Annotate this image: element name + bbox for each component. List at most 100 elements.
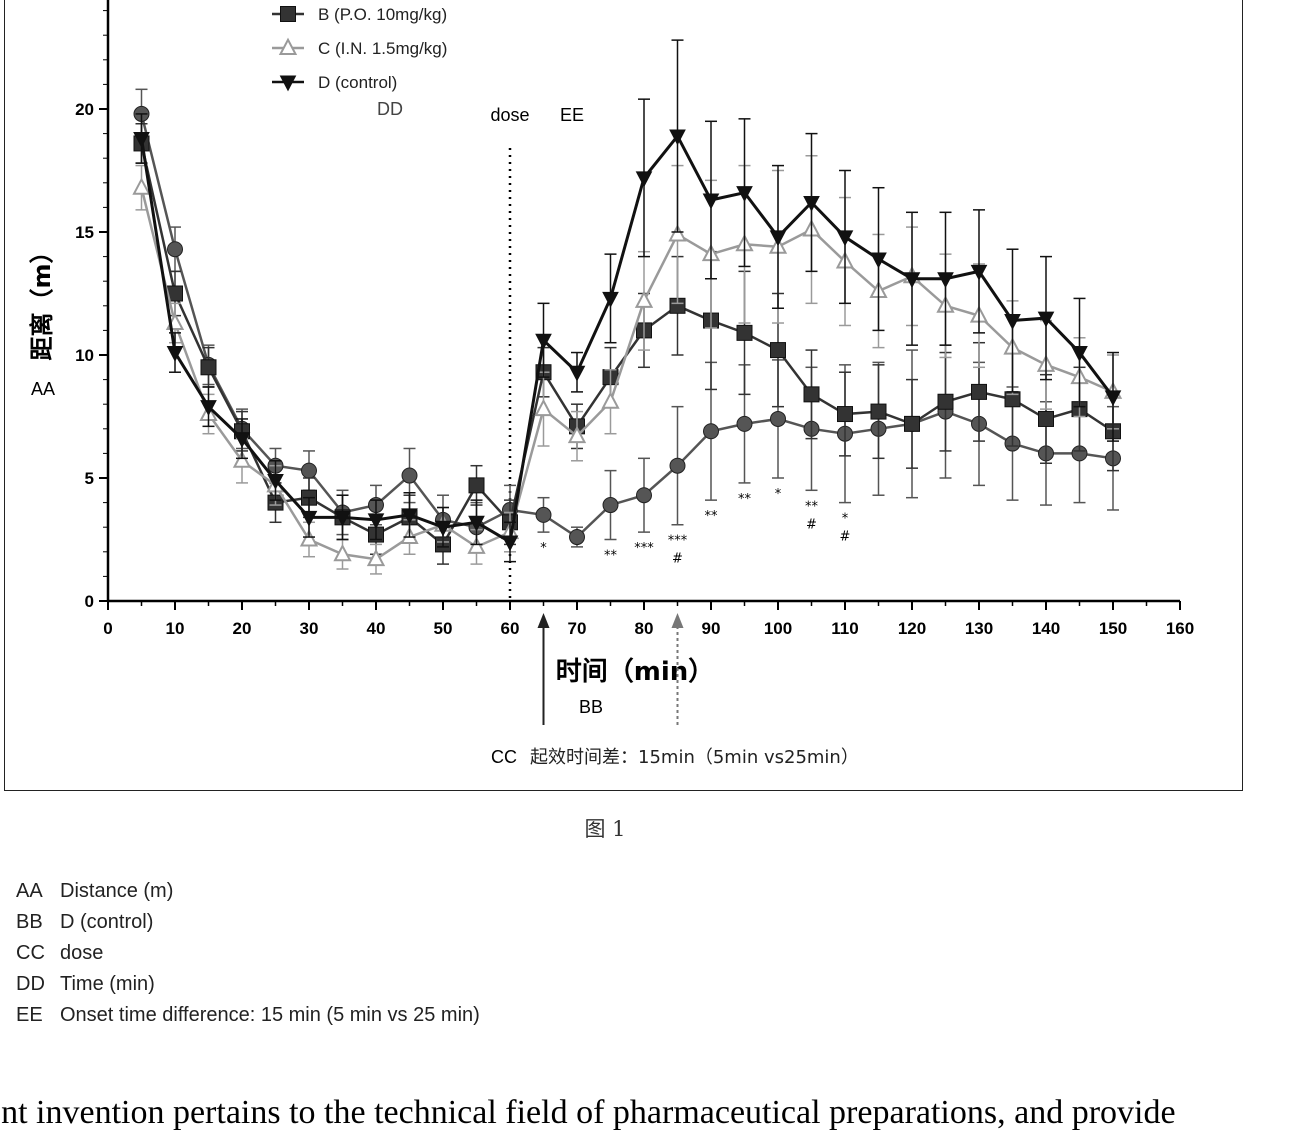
data-point bbox=[1004, 314, 1021, 330]
cc-text: 起效时间差：15min（5min vs25min） bbox=[530, 747, 859, 768]
onset-arrow-head bbox=[537, 613, 550, 628]
data-point bbox=[970, 264, 988, 281]
significance-star: * bbox=[842, 512, 849, 527]
key-code: AA bbox=[16, 880, 43, 902]
data-point bbox=[736, 415, 753, 432]
key-text: Time (min) bbox=[60, 973, 155, 995]
x-tick-label: 0 bbox=[103, 619, 112, 638]
data-point bbox=[837, 406, 853, 423]
data-point bbox=[567, 425, 587, 444]
x-tick-label: 150 bbox=[1099, 619, 1127, 638]
x-tick-label: 40 bbox=[367, 619, 386, 638]
x-axis-label: 时间（min） bbox=[556, 657, 715, 687]
data-point bbox=[601, 391, 620, 409]
data-point bbox=[233, 432, 251, 448]
data-point bbox=[401, 508, 418, 525]
legend-label: D (control) bbox=[318, 73, 397, 92]
x-tick-label: 130 bbox=[965, 619, 993, 638]
significance-star: ** bbox=[705, 509, 719, 524]
data-point bbox=[301, 462, 317, 479]
data-point bbox=[434, 520, 452, 537]
data-point bbox=[937, 393, 954, 410]
key-text: Onset time difference: 15 min (5 min vs … bbox=[60, 1004, 480, 1026]
data-point bbox=[1071, 346, 1088, 362]
data-point bbox=[232, 450, 252, 468]
significance-star: * bbox=[775, 487, 782, 502]
x-tick-label: 10 bbox=[166, 619, 185, 638]
key-row: EE Onset time difference: 15 min (5 min v… bbox=[16, 1000, 480, 1031]
x-tick-label: 60 bbox=[501, 619, 520, 638]
data-point bbox=[635, 171, 653, 188]
data-point bbox=[200, 359, 217, 376]
x-tick-label: 80 bbox=[635, 619, 654, 638]
data-point bbox=[769, 230, 787, 247]
cc-label: CC bbox=[491, 747, 517, 767]
significance-star: *** bbox=[668, 534, 688, 549]
data-point bbox=[534, 398, 553, 417]
legend-entry: C (I.N. 1.5mg/kg) bbox=[272, 37, 447, 58]
data-point bbox=[1037, 311, 1055, 328]
distance-time-chart: 0 10 20 30 40 50 60 70 80 90 100 110 120 130 140 150 160… bbox=[28, 0, 1194, 768]
significance-hash: # bbox=[806, 517, 817, 532]
aa-label: AA bbox=[31, 379, 55, 399]
significance-star: ** bbox=[738, 492, 752, 507]
data-point bbox=[401, 467, 418, 484]
data-point bbox=[602, 291, 619, 308]
bb-label: BB bbox=[579, 697, 603, 717]
key-row: DD Time (min) bbox=[16, 969, 480, 1000]
data-point bbox=[1038, 410, 1054, 427]
data-point bbox=[366, 548, 386, 567]
significance-hash: # bbox=[840, 530, 851, 545]
data-point bbox=[803, 386, 820, 403]
key-row: AA Distance (m) bbox=[16, 876, 480, 907]
x-tick-label: 70 bbox=[568, 619, 587, 638]
key-code: EE bbox=[16, 1004, 43, 1026]
data-point bbox=[770, 342, 786, 359]
dose-label: dose bbox=[490, 105, 529, 125]
key-row: CC dose bbox=[16, 938, 480, 969]
data-point bbox=[1104, 390, 1122, 407]
data-point bbox=[634, 290, 654, 308]
key-code: DD bbox=[16, 973, 45, 995]
data-point bbox=[602, 497, 619, 514]
figure-caption: 图 1 bbox=[584, 817, 626, 841]
y-tick-label: 5 bbox=[85, 469, 94, 488]
data-point bbox=[334, 510, 351, 527]
x-tick-label: 110 bbox=[831, 619, 858, 638]
y-axis-label: 距离（m） bbox=[28, 239, 56, 360]
data-point bbox=[702, 193, 720, 210]
key-text: Distance (m) bbox=[60, 880, 174, 902]
data-point bbox=[770, 410, 786, 427]
onset-arrow-head bbox=[671, 613, 684, 628]
data-point bbox=[870, 403, 887, 420]
figure-frame bbox=[4, 0, 1243, 791]
data-point bbox=[569, 529, 585, 546]
data-point bbox=[568, 365, 586, 382]
data-point bbox=[937, 272, 954, 289]
key-text: dose bbox=[60, 942, 104, 964]
data-point bbox=[333, 543, 352, 562]
data-point bbox=[736, 324, 753, 341]
data-point bbox=[501, 535, 519, 552]
x-tick-label: 100 bbox=[764, 619, 792, 638]
y-tick-label: 20 bbox=[75, 100, 94, 119]
data-point bbox=[870, 252, 887, 269]
data-point bbox=[367, 513, 385, 530]
data-point bbox=[300, 510, 318, 527]
x-tick-label: 120 bbox=[898, 619, 926, 638]
data-point bbox=[279, 75, 297, 92]
data-point bbox=[903, 272, 921, 289]
significance-star: *** bbox=[634, 541, 654, 556]
significance-star: ** bbox=[805, 499, 819, 514]
data-point bbox=[703, 423, 719, 440]
data-point bbox=[468, 515, 485, 532]
data-point bbox=[535, 506, 552, 523]
data-point bbox=[278, 37, 298, 55]
series-4 bbox=[133, 39, 1122, 563]
data-point bbox=[267, 473, 284, 490]
x-tick-label: 140 bbox=[1032, 619, 1060, 638]
key-code: CC bbox=[16, 942, 45, 964]
data-point bbox=[736, 186, 753, 202]
data-point bbox=[468, 477, 485, 494]
data-point bbox=[167, 241, 183, 258]
